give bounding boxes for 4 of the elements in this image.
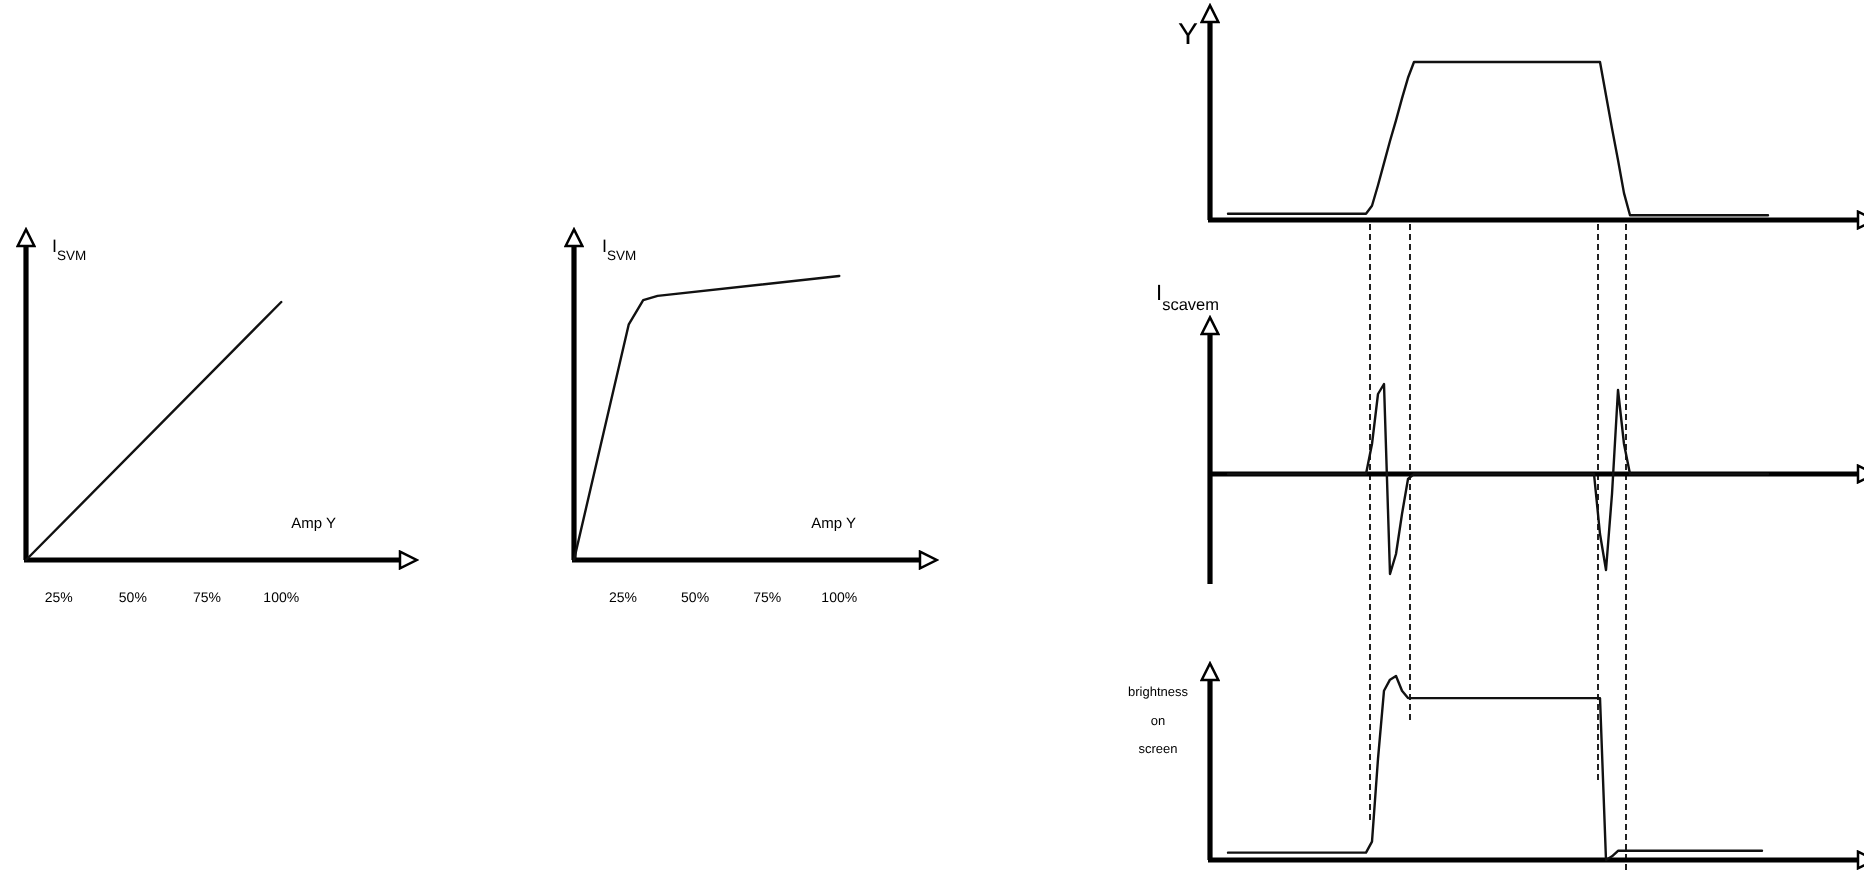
y-axis-title: I$_{scavem}$ — [1156, 282, 1220, 313]
y-axis-title: Y — [1177, 18, 1198, 52]
y-axis-title: I$_{SVM}$ — [52, 236, 88, 263]
y-axis-title: I$_{SVM}$ — [602, 236, 638, 263]
